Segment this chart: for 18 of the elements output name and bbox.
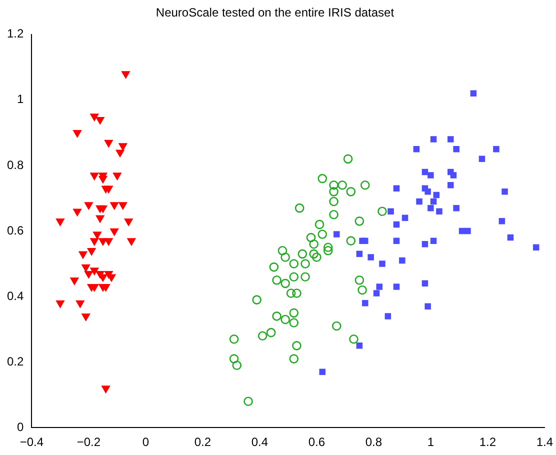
y-tick-label: 1.2 [6,26,24,41]
x-tick-label: 1 [427,435,434,450]
y-tick-label: 0.6 [6,223,24,238]
y-tick-label: 0.8 [6,158,24,172]
x-tick-label: 0 [142,435,150,450]
x-tick-label: 0.6 [308,435,326,450]
y-tick-label: 1 [16,92,24,106]
chart-title: NeuroScale tested on the entire IRIS dataset [156,6,395,20]
x-tick-label: −0.4 [20,435,44,450]
y-tick-label: 0.4 [6,288,24,303]
x-tick-label: 0.4 [251,435,268,450]
y-tick-label: 0.2 [6,354,24,368]
x-tick-label: 1.4 [536,435,554,450]
x-tick-label: 0.8 [365,435,382,450]
x-tick-label: −0.2 [76,435,101,450]
y-tick-label: 0 [16,420,24,434]
x-tick-label: 1.2 [479,435,496,450]
x-tick-label: 0.2 [194,435,212,450]
